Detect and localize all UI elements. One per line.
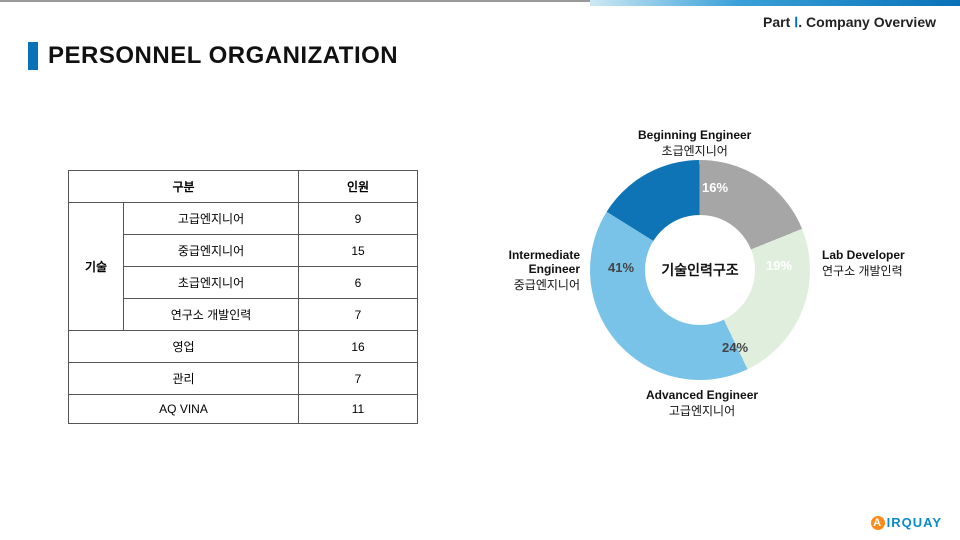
part-suffix: . Company Overview [798,14,936,30]
label-intermediate: Intermediate Engineer 중급엔지니어 [460,248,580,293]
donut-chart: 기술인력구조 41% 16% 19% 24% Beginning Enginee… [460,130,940,430]
table-cell-label: 초급엔지니어 [124,267,299,299]
personnel-table: 구분 인원 기술 고급엔지니어 9 중급엔지니어 15 초급엔지니어 6 연구소… [68,170,418,424]
table-head-count: 인원 [299,171,418,203]
table-cell-label: 관리 [69,363,299,395]
pct-lab: 19% [766,258,792,273]
table-cell-value: 7 [299,363,418,395]
table-cell-value: 15 [299,235,418,267]
table-cell-label: 영업 [69,331,299,363]
label-lab: Lab Developer 연구소 개발인력 [822,248,905,279]
table-cell-value: 11 [299,395,418,424]
label-beginning: Beginning Engineer 초급엔지니어 [638,128,751,159]
table-row: AQ VINA 11 [69,395,418,424]
table-cell-label: 중급엔지니어 [124,235,299,267]
page-title: PERSONNEL ORGANIZATION [48,42,398,70]
top-gradient-band [590,0,960,6]
table-head-category: 구분 [69,171,299,203]
table-header-row: 구분 인원 [69,171,418,203]
pct-intermediate: 41% [608,260,634,275]
donut-center-label: 기술인력구조 [645,215,755,325]
logo-mark-icon: A [871,516,885,530]
table-cell-value: 6 [299,267,418,299]
pct-advanced: 24% [722,340,748,355]
label-advanced: Advanced Engineer 고급엔지니어 [646,388,758,419]
breadcrumb: Part Ⅰ. Company Overview [763,14,936,31]
title-accent-bar [28,42,38,70]
page-root: Part Ⅰ. Company Overview PERSONNEL ORGAN… [0,0,960,540]
table-row: 기술 고급엔지니어 9 [69,203,418,235]
table-group-label: 기술 [69,203,124,331]
part-prefix: Part [763,14,794,30]
pct-beginning: 16% [702,180,728,195]
table-cell-label: AQ VINA [69,395,299,424]
logo-text: IRQUAY [887,515,942,530]
table-cell-value: 9 [299,203,418,235]
table-cell-label: 연구소 개발인력 [124,299,299,331]
table-row: 관리 7 [69,363,418,395]
table-row: 영업 16 [69,331,418,363]
page-title-wrap: PERSONNEL ORGANIZATION [28,42,398,70]
table-cell-value: 16 [299,331,418,363]
brand-logo: A IRQUAY [871,515,942,530]
table-cell-label: 고급엔지니어 [124,203,299,235]
table-cell-value: 7 [299,299,418,331]
